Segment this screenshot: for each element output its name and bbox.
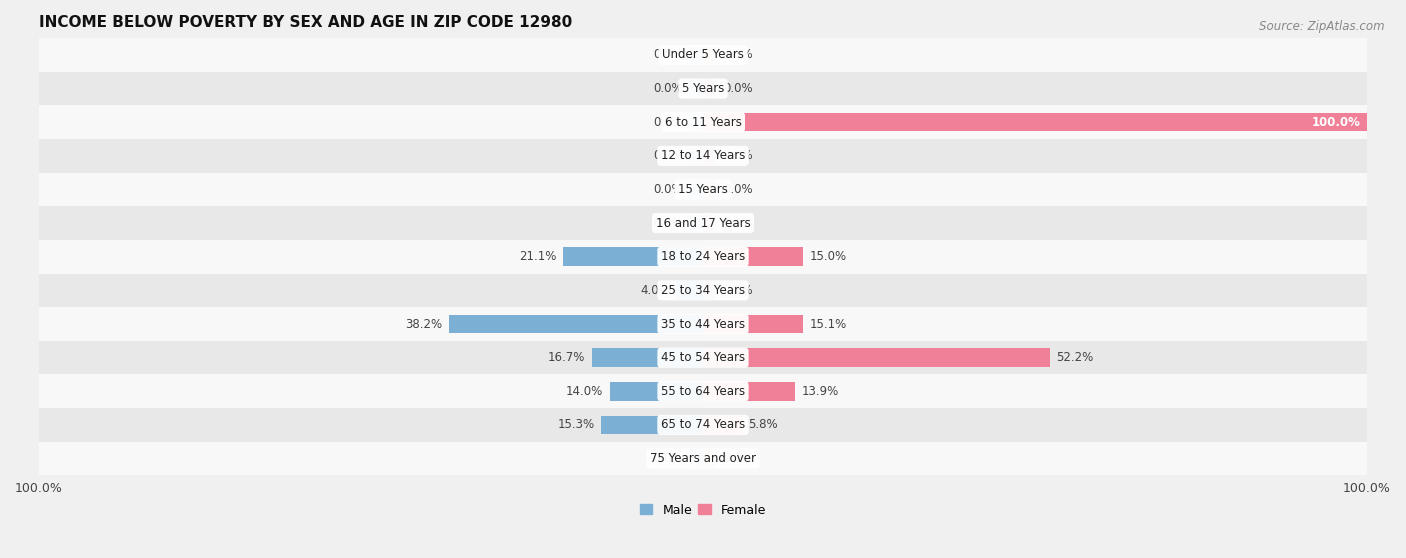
Text: 16.7%: 16.7% <box>548 351 585 364</box>
Text: Source: ZipAtlas.com: Source: ZipAtlas.com <box>1260 20 1385 32</box>
Text: 0.0%: 0.0% <box>723 183 752 196</box>
Bar <box>39 273 1367 307</box>
Text: 0.0%: 0.0% <box>654 150 683 162</box>
Text: 16 and 17 Years: 16 and 17 Years <box>655 217 751 229</box>
Bar <box>39 38 1367 72</box>
Bar <box>592 348 703 367</box>
Bar <box>39 240 1367 273</box>
Text: 18 to 24 Years: 18 to 24 Years <box>661 250 745 263</box>
Text: 0.0%: 0.0% <box>723 217 752 229</box>
Text: 15.3%: 15.3% <box>558 418 595 431</box>
Text: 75 Years and over: 75 Years and over <box>650 452 756 465</box>
Text: Under 5 Years: Under 5 Years <box>662 49 744 61</box>
Text: 15 Years: 15 Years <box>678 183 728 196</box>
Bar <box>703 180 716 199</box>
Bar <box>450 315 703 333</box>
Legend: Male, Female: Male, Female <box>636 499 770 522</box>
Text: 5 Years: 5 Years <box>682 82 724 95</box>
Bar <box>39 139 1367 172</box>
Bar <box>703 79 716 98</box>
Text: 0.0%: 0.0% <box>723 284 752 297</box>
Bar <box>703 416 741 434</box>
Bar <box>39 341 1367 374</box>
Bar <box>703 214 716 232</box>
Bar <box>690 180 703 199</box>
Text: 0.0%: 0.0% <box>654 452 683 465</box>
Bar <box>39 72 1367 105</box>
Bar <box>703 46 716 64</box>
Text: 0.0%: 0.0% <box>723 150 752 162</box>
Text: 5.8%: 5.8% <box>748 418 778 431</box>
Bar <box>690 79 703 98</box>
Bar <box>703 382 796 401</box>
Text: 21.1%: 21.1% <box>519 250 557 263</box>
Bar <box>690 214 703 232</box>
Bar <box>39 408 1367 442</box>
Text: 35 to 44 Years: 35 to 44 Years <box>661 318 745 330</box>
Text: 0.0%: 0.0% <box>654 82 683 95</box>
Bar <box>39 172 1367 206</box>
Bar <box>703 348 1050 367</box>
Text: 100.0%: 100.0% <box>1312 116 1361 129</box>
Bar <box>690 113 703 132</box>
Bar <box>703 315 803 333</box>
Bar <box>703 281 716 300</box>
Text: 13.9%: 13.9% <box>801 385 839 398</box>
Bar <box>690 449 703 468</box>
Bar <box>39 374 1367 408</box>
Bar <box>703 147 716 165</box>
Bar <box>676 281 703 300</box>
Text: 15.1%: 15.1% <box>810 318 848 330</box>
Text: 6 to 11 Years: 6 to 11 Years <box>665 116 741 129</box>
Bar <box>39 307 1367 341</box>
Text: 15.0%: 15.0% <box>810 250 846 263</box>
Text: 45 to 54 Years: 45 to 54 Years <box>661 351 745 364</box>
Bar <box>703 449 716 468</box>
Text: 52.2%: 52.2% <box>1056 351 1094 364</box>
Bar <box>690 46 703 64</box>
Text: 0.0%: 0.0% <box>723 82 752 95</box>
Bar <box>39 206 1367 240</box>
Text: 0.0%: 0.0% <box>654 183 683 196</box>
Bar <box>562 248 703 266</box>
Text: 0.0%: 0.0% <box>723 452 752 465</box>
Text: 25 to 34 Years: 25 to 34 Years <box>661 284 745 297</box>
Text: INCOME BELOW POVERTY BY SEX AND AGE IN ZIP CODE 12980: INCOME BELOW POVERTY BY SEX AND AGE IN Z… <box>39 15 572 30</box>
Text: 12 to 14 Years: 12 to 14 Years <box>661 150 745 162</box>
Text: 0.0%: 0.0% <box>654 49 683 61</box>
Bar <box>39 105 1367 139</box>
Text: 0.0%: 0.0% <box>723 49 752 61</box>
Text: 55 to 64 Years: 55 to 64 Years <box>661 385 745 398</box>
Bar <box>39 442 1367 475</box>
Bar <box>610 382 703 401</box>
Text: 38.2%: 38.2% <box>405 318 443 330</box>
Bar <box>703 248 803 266</box>
Bar <box>690 147 703 165</box>
Bar <box>703 113 1367 132</box>
Text: 0.0%: 0.0% <box>654 217 683 229</box>
Text: 0.0%: 0.0% <box>654 116 683 129</box>
Bar <box>602 416 703 434</box>
Text: 14.0%: 14.0% <box>567 385 603 398</box>
Text: 4.0%: 4.0% <box>640 284 669 297</box>
Text: 65 to 74 Years: 65 to 74 Years <box>661 418 745 431</box>
